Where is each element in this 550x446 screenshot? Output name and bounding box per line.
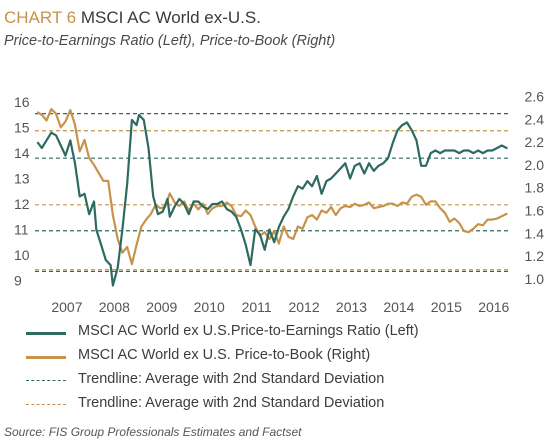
- x-tick: 2016: [478, 299, 509, 315]
- y-right-tick: 1.0: [525, 271, 545, 287]
- x-tick: 2011: [242, 299, 272, 315]
- legend-label-pb: MSCI AC World ex U.S. Price-to-Book (Rig…: [78, 347, 371, 363]
- trendlines: [35, 113, 508, 273]
- x-tick: 2008: [99, 299, 130, 315]
- legend-swatch-pe-trend: [26, 380, 66, 381]
- y-right-tick: 2.4: [525, 111, 545, 127]
- y-right-tick: 2.6: [525, 89, 545, 105]
- legend-label-pb-trend: Trendline: Average with 2nd Standard Dev…: [78, 395, 385, 411]
- y-right-tick: 1.2: [525, 248, 545, 264]
- x-tick: 2013: [336, 299, 367, 315]
- legend-label-pe-trend: Trendline: Average with 2nd Standard Dev…: [78, 371, 385, 387]
- x-tick: 2010: [194, 299, 225, 315]
- series-lines: [36, 107, 508, 287]
- y-left-tick: 13: [14, 171, 30, 187]
- legend-item-pe-trend: Trendline: Average with 2nd Standard Dev…: [26, 370, 526, 394]
- y-right-tick: 1.6: [525, 203, 545, 219]
- legend-swatch-pb-trend: [26, 404, 66, 405]
- chart-title-text: MSCI AC World ex-U.S.: [80, 8, 261, 27]
- y-left-tick: 9: [14, 272, 22, 288]
- y-left-tick: 14: [14, 145, 30, 161]
- legend-item-pe: MSCI AC World ex U.S.Price-to-Earnings R…: [26, 322, 526, 346]
- legend-item-pb-trend: Trendline: Average with 2nd Standard Dev…: [26, 394, 526, 418]
- source-note: Source: FIS Group Professionals Estimate…: [4, 425, 302, 439]
- line-chart: 9 10 11 12 13 14 15 16 1.0 1.2 1.4 1.6 1.8 2.0 2.2 2.4…: [14, 89, 545, 315]
- y-right-tick: 2.0: [525, 157, 545, 173]
- y-right-tick: 2.2: [525, 134, 545, 150]
- chart-number: CHART 6: [4, 8, 77, 27]
- chart-subtitle: Price-to-Earnings Ratio (Left), Price-to…: [4, 33, 336, 49]
- legend-item-pb: MSCI AC World ex U.S. Price-to-Book (Rig…: [26, 346, 526, 370]
- legend-label-pe: MSCI AC World ex U.S.Price-to-Earnings R…: [78, 323, 419, 339]
- series-line-pe: [36, 113, 508, 287]
- chart-title: CHART 6 MSCI AC World ex-U.S.: [4, 8, 261, 28]
- y-left-tick: 15: [14, 120, 30, 136]
- legend-swatch-pe: [26, 332, 66, 335]
- legend-swatch-pb: [26, 356, 66, 359]
- legend: MSCI AC World ex U.S.Price-to-Earnings R…: [26, 322, 526, 418]
- x-tick: 2012: [288, 299, 319, 315]
- x-tick: 2014: [383, 299, 414, 315]
- x-tick: 2009: [146, 299, 177, 315]
- y-left-tick: 10: [14, 247, 30, 263]
- y-left-tick: 12: [14, 196, 30, 212]
- y-right-tick: 1.8: [525, 180, 545, 196]
- x-tick: 2007: [51, 299, 82, 315]
- x-tick: 2015: [431, 299, 462, 315]
- y-left-tick: 16: [14, 94, 30, 110]
- y-right-tick: 1.4: [525, 225, 545, 241]
- x-axis-ticks: 2007 2008 2009 2010 2011 2012 2013 2014 2015 2016: [51, 299, 509, 315]
- left-axis-ticks: 9 10 11 12 13 14 15 16: [14, 94, 30, 288]
- y-left-tick: 11: [14, 221, 29, 237]
- series-line-pb: [36, 107, 508, 266]
- right-axis-ticks: 1.0 1.2 1.4 1.6 1.8 2.0 2.2 2.4 2.6: [525, 89, 545, 287]
